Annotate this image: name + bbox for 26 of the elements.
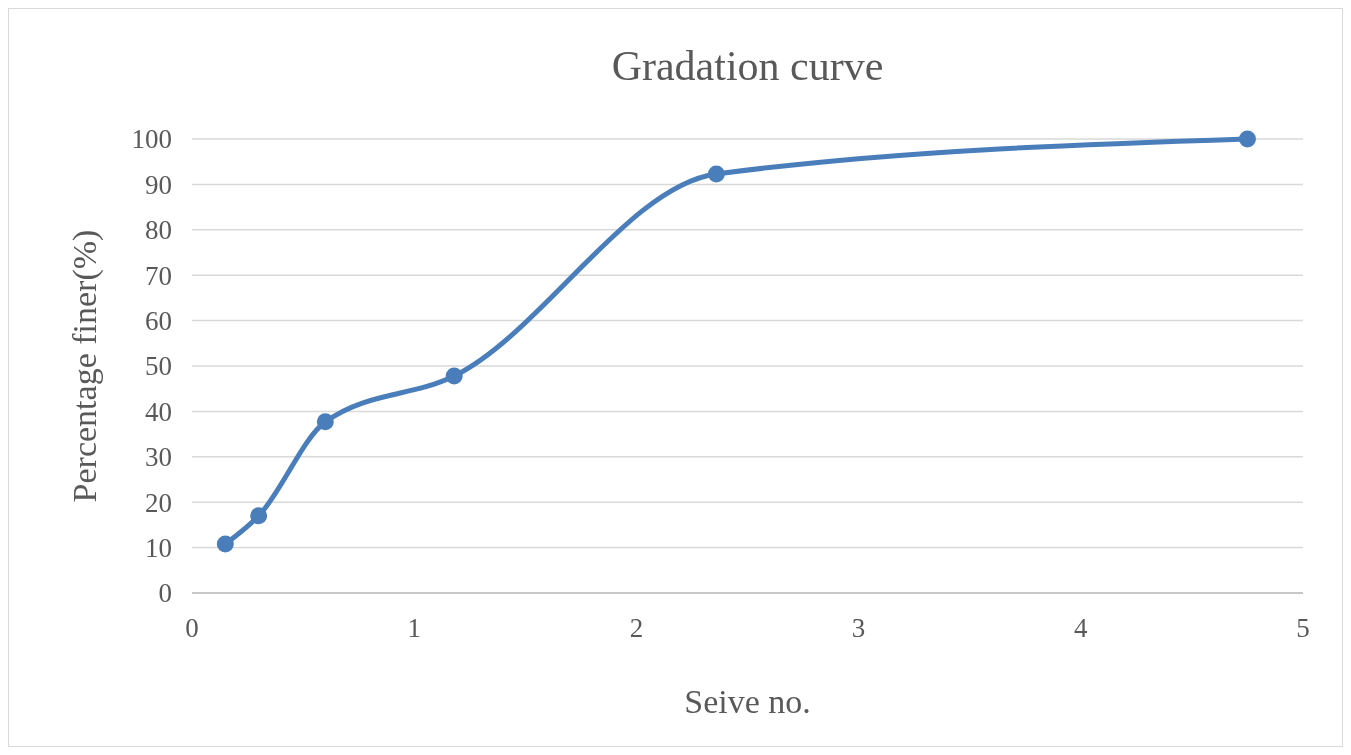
y-axis-title: Percentage finer(%) bbox=[66, 229, 104, 503]
y-tick-label: 70 bbox=[145, 260, 172, 291]
x-tick-label: 0 bbox=[185, 613, 199, 643]
y-tick-label: 10 bbox=[145, 533, 172, 564]
x-tick-label: 5 bbox=[1296, 613, 1310, 643]
y-tick-label: 50 bbox=[145, 351, 172, 382]
y-tick-label: 40 bbox=[145, 396, 172, 427]
y-tick-label: 30 bbox=[145, 442, 172, 473]
x-tick-label: 4 bbox=[1074, 613, 1089, 643]
y-tick-label: 0 bbox=[158, 578, 172, 609]
point bbox=[250, 507, 268, 525]
x-tick-label: 1 bbox=[407, 613, 421, 643]
x-axis-title: Seive no. bbox=[684, 683, 811, 720]
x-tick-label: 2 bbox=[629, 613, 644, 643]
y-tick-label: 60 bbox=[145, 306, 172, 337]
x-tick-label: 3 bbox=[851, 613, 866, 643]
point bbox=[216, 535, 234, 553]
y-tick-label: 80 bbox=[145, 215, 172, 246]
y-tick-label: 20 bbox=[145, 487, 172, 518]
chart-title: Gradation curve bbox=[611, 43, 884, 89]
point bbox=[316, 413, 334, 431]
point bbox=[707, 165, 725, 183]
point bbox=[445, 367, 463, 385]
y-tick-label: 100 bbox=[131, 124, 172, 155]
point bbox=[1238, 130, 1256, 148]
y-tick-label: 90 bbox=[145, 169, 172, 200]
